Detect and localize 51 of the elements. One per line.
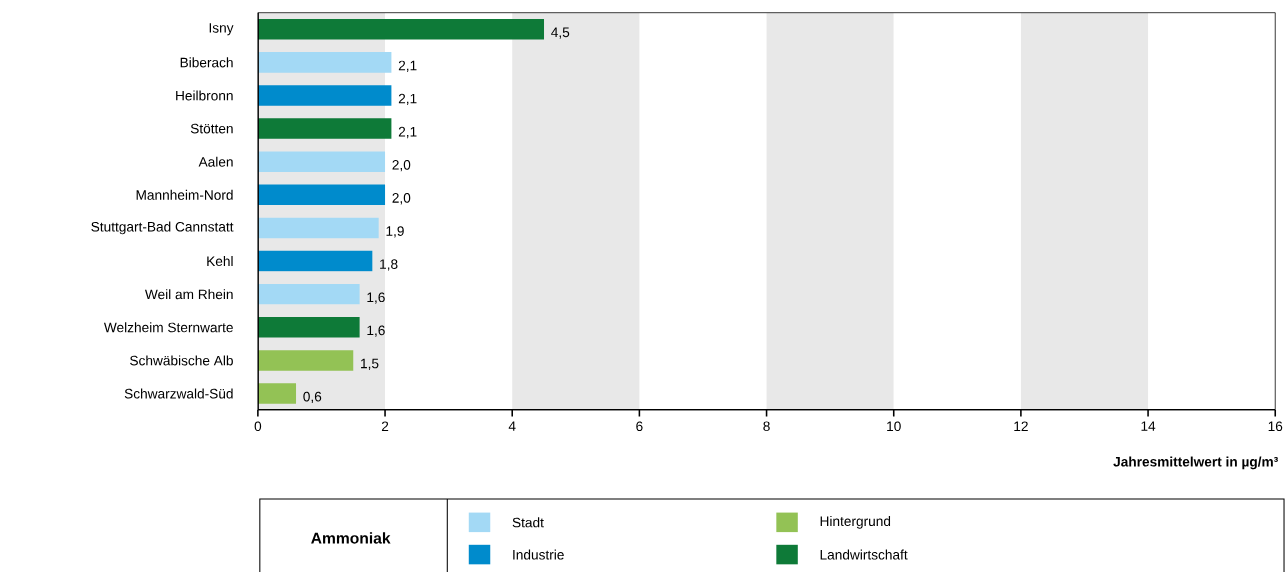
- legend-label: Stadt: [512, 517, 544, 528]
- x-tick-label: 6: [636, 421, 643, 432]
- x-tick-label: 0: [254, 421, 262, 432]
- x-tick-label: 12: [1014, 421, 1028, 431]
- bar: [257, 350, 354, 371]
- legend-label: Hintergrund: [820, 515, 891, 529]
- y-tick-label: Schwäbische Alb: [130, 355, 233, 366]
- bar: [257, 151, 386, 172]
- data-label: 2,0: [392, 159, 411, 172]
- y-tick-label: Schwarzwald-Süd: [124, 388, 233, 399]
- y-tick-label: Kehl: [207, 255, 233, 267]
- y-tick-label: Weil am Rhein: [144, 289, 233, 300]
- data-label: 1,6: [367, 292, 385, 304]
- x-tick-label: 4: [508, 421, 516, 431]
- data-label: 2,1: [398, 93, 417, 105]
- legend-title: Ammoniak: [311, 532, 391, 544]
- y-tick-label: Aalen: [198, 156, 233, 167]
- legend-label: Industrie: [513, 549, 564, 560]
- x-tick-label: 10: [887, 421, 901, 432]
- bar: [257, 184, 386, 206]
- bar: [257, 283, 360, 305]
- y-tick-label: Stötten: [190, 123, 233, 134]
- y-tick-label: Isny: [209, 23, 234, 36]
- bar: [257, 18, 545, 40]
- data-label: 1,5: [361, 358, 379, 370]
- bar: [257, 85, 392, 106]
- y-tick-label: Biberach: [180, 57, 233, 68]
- bar: [257, 52, 392, 73]
- data-label: 2,0: [392, 193, 411, 205]
- bar: [257, 217, 379, 239]
- data-label: 4,5: [551, 27, 570, 39]
- data-label: 2,1: [398, 126, 417, 139]
- x-axis-title: Jahresmittelwert in µg/m³: [1113, 456, 1278, 470]
- y-tick-label: Heilbronn: [176, 90, 233, 101]
- data-label: 1,8: [380, 259, 398, 271]
- bar: [257, 250, 373, 272]
- y-tick-label: Welzheim Sternwarte: [103, 322, 233, 333]
- data-label: 0,6: [303, 391, 322, 404]
- y-tick-label: Stuttgart-Bad Cannstatt: [91, 221, 234, 235]
- x-tick-label: 14: [1141, 421, 1156, 431]
- data-label: 2,1: [398, 60, 417, 72]
- bar: [257, 316, 360, 338]
- bar: [257, 118, 392, 139]
- data-label: 1,9: [386, 226, 404, 238]
- data-label: 1,6: [367, 325, 385, 337]
- legend-label: Landwirtschaft: [820, 549, 908, 560]
- x-tick-label: 2: [381, 421, 389, 431]
- x-tick-label: 16: [1268, 421, 1283, 432]
- y-tick-label: Mannheim-Nord: [136, 189, 233, 200]
- bar: [257, 383, 297, 404]
- x-tick-label: 8: [763, 421, 770, 432]
